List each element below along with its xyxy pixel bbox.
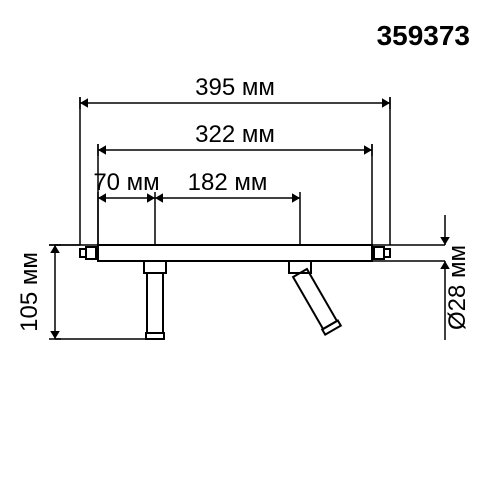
svg-text:395 мм: 395 мм [195, 74, 275, 101]
svg-text:322 мм: 322 мм [195, 121, 275, 148]
svg-text:105 мм: 105 мм [16, 252, 43, 332]
sku-label: 359373 [377, 20, 470, 51]
svg-text:70 мм: 70 мм [93, 169, 159, 196]
svg-text:182 мм: 182 мм [188, 169, 268, 196]
dimension-drawing: 359373 395 мм 322 мм 70 мм 182 мм 105 мм Ø28 м… [0, 0, 500, 500]
svg-text:Ø28 мм: Ø28 мм [444, 245, 471, 330]
